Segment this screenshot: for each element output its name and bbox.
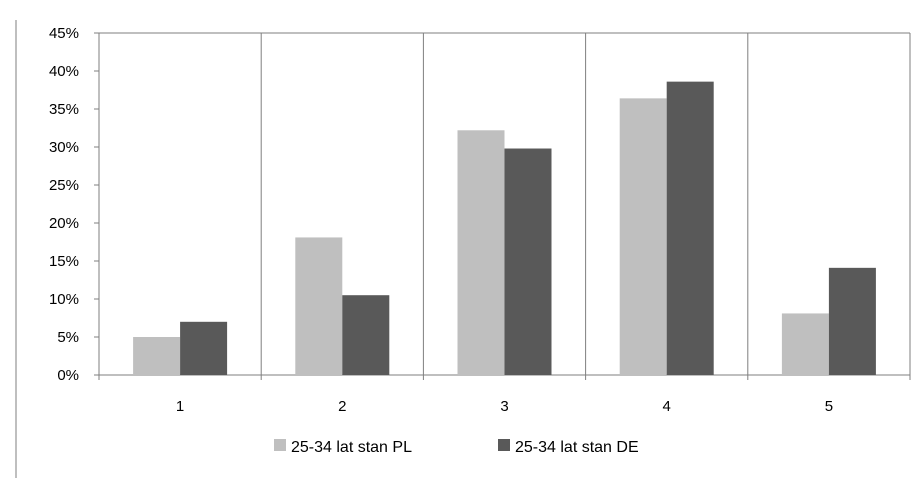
x-tick-label: 1 [176, 398, 184, 415]
bar-de-5 [828, 267, 876, 375]
y-tick-label: 40% [49, 63, 79, 80]
legend: 25-34 lat stan PL 25-34 lat stan DE [274, 439, 639, 456]
x-tick-label: 5 [825, 398, 833, 415]
y-tick-label: 20% [49, 215, 79, 232]
bar-pl-1 [133, 337, 181, 375]
bar-de-3 [504, 148, 552, 375]
bar-de-2 [342, 295, 390, 375]
y-tick-label: 25% [49, 177, 79, 194]
legend-swatch [498, 439, 510, 451]
x-tick-label: 3 [500, 398, 508, 415]
x-tick-label: 4 [663, 398, 671, 415]
legend-swatch [274, 439, 286, 451]
y-axis: 0% 5% 10% 15% 20% 25% 30% 35% 40% 45% [49, 25, 100, 384]
bar-de-4 [666, 81, 714, 375]
bar-de-1 [180, 321, 228, 375]
y-tick-label: 0% [57, 367, 79, 384]
y-tick-label: 15% [49, 253, 79, 270]
y-tick-label: 35% [49, 101, 79, 118]
x-tick-label: 2 [338, 398, 346, 415]
legend-label: 25-34 lat stan DE [515, 439, 639, 456]
bar-pl-3 [457, 130, 505, 375]
y-tick-label: 45% [49, 25, 79, 42]
y-tick-label: 30% [49, 139, 79, 156]
y-tick-label: 10% [49, 291, 79, 308]
x-axis: 1 2 3 4 5 [98, 374, 911, 415]
gridlines [99, 32, 911, 375]
bar-pl-4 [619, 98, 667, 376]
legend-label: 25-34 lat stan PL [291, 439, 412, 456]
bar-pl-5 [781, 313, 829, 375]
bar-pl-2 [295, 237, 343, 375]
clipped-title-remnant [20, 0, 760, 4]
bars [133, 81, 876, 376]
y-tick-label: 5% [57, 329, 79, 346]
